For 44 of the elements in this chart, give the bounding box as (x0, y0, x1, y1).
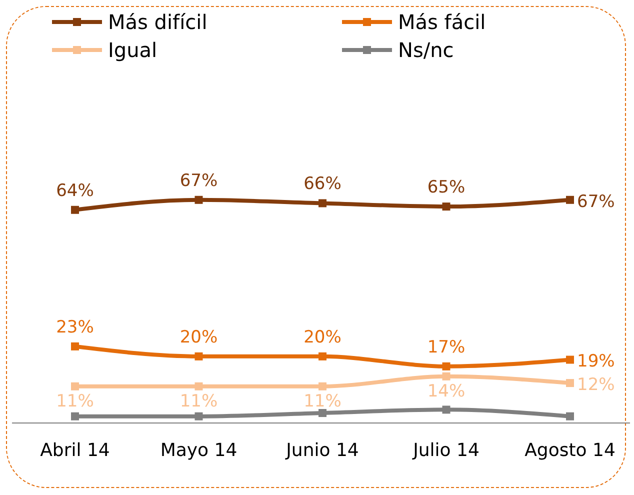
data-label: 67% (577, 192, 615, 212)
point (71, 206, 79, 214)
point (442, 406, 450, 414)
data-label: 20% (304, 327, 342, 348)
legend-label: Más fácil (398, 10, 486, 34)
legend-label: Más difícil (108, 10, 208, 34)
data-label: 11% (56, 391, 94, 412)
point (566, 196, 574, 204)
point (318, 352, 326, 360)
data-label: 19% (577, 352, 615, 372)
data-label: 23% (56, 317, 94, 338)
legend-label: Ns/nc (398, 38, 454, 62)
point (194, 382, 203, 390)
data-label: 14% (427, 381, 466, 402)
point (71, 412, 79, 420)
point (194, 352, 203, 360)
x-tick-label: Julio 14 (412, 440, 480, 461)
data-label: 11% (180, 391, 218, 412)
data-label: 65% (427, 178, 466, 198)
x-tick-label: Mayo 14 (160, 440, 238, 461)
point (194, 196, 203, 204)
data-label: 66% (304, 174, 342, 194)
data-label: 17% (427, 337, 466, 358)
legend-label: Igual (108, 38, 158, 62)
data-label: 11% (304, 391, 342, 412)
point (71, 342, 79, 350)
point (318, 409, 326, 418)
data-label: 67% (180, 170, 218, 191)
point (318, 199, 326, 208)
x-tick-label: Junio 14 (285, 440, 359, 461)
data-label: 20% (180, 327, 218, 348)
point (442, 362, 450, 370)
point (566, 356, 574, 364)
point (318, 382, 326, 390)
point (442, 202, 450, 211)
point (442, 372, 450, 380)
x-tick-label: Agosto 14 (524, 440, 616, 461)
point (194, 412, 203, 420)
point (71, 382, 79, 390)
point (566, 379, 574, 388)
point (566, 412, 574, 420)
data-label: 12% (577, 375, 615, 396)
x-tick-label: Abril 14 (40, 440, 110, 461)
data-label: 64% (56, 180, 94, 201)
